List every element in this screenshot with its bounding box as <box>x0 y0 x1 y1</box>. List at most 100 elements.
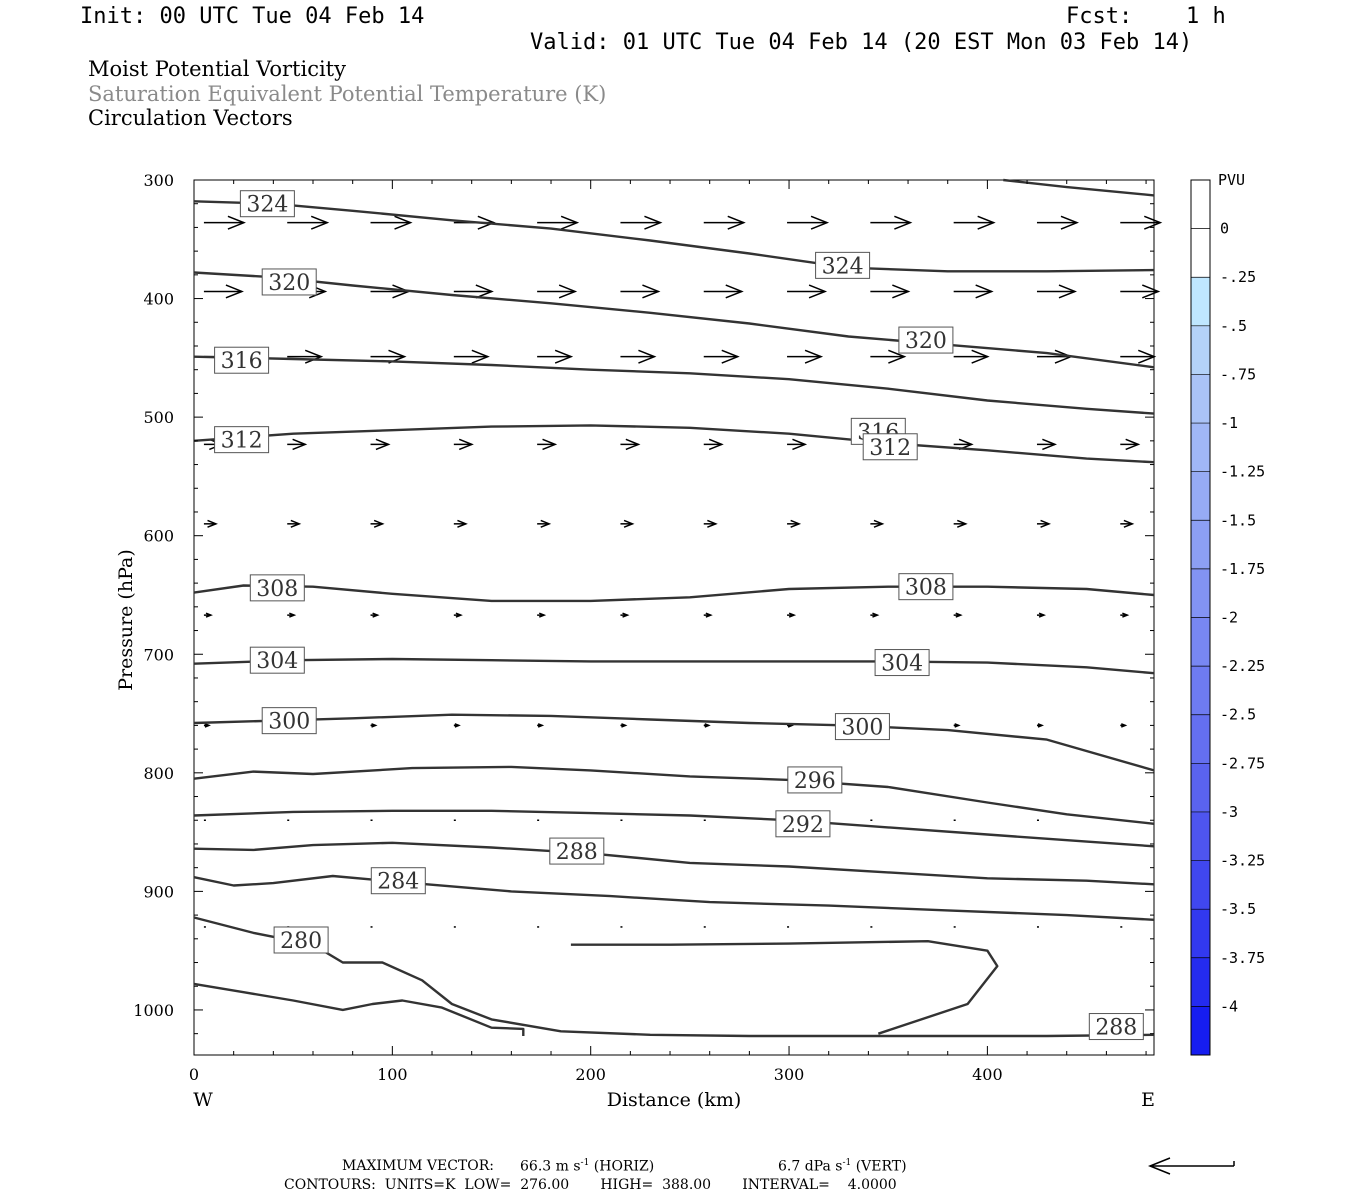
y-tick-label: 500 <box>143 408 174 427</box>
vector-head <box>310 215 330 230</box>
contour-label-box <box>874 649 930 677</box>
contour-label: 296 <box>794 769 836 794</box>
vector-head <box>1040 519 1051 528</box>
contour-300 <box>193 713 1155 772</box>
vector-head <box>471 349 490 364</box>
vector-head <box>1125 438 1141 451</box>
y-tick-label: 400 <box>143 290 174 309</box>
colorbar-label: -.75 <box>1220 365 1256 383</box>
vector-head <box>475 284 494 299</box>
contour-292 <box>193 809 1155 848</box>
colorbar-label: -1.25 <box>1220 463 1265 481</box>
contour-label: 288 <box>556 840 598 865</box>
x-tick-label: 0 <box>189 1065 199 1084</box>
vector-head <box>554 349 574 364</box>
vector-head <box>225 284 244 299</box>
colorbar-swatch <box>1191 423 1210 472</box>
contour-label: 324 <box>822 254 864 279</box>
vector-layer <box>203 215 1163 928</box>
contour-label: 320 <box>905 329 947 354</box>
vector-head <box>808 284 828 299</box>
vector-head <box>708 438 724 451</box>
colorbar-swatch <box>1191 228 1210 278</box>
contour-284 <box>193 874 1155 921</box>
vector-head <box>371 723 378 728</box>
vector-head <box>1042 438 1057 451</box>
contour-label-box <box>370 867 426 895</box>
colorbar-swatch <box>1191 325 1210 375</box>
east-label: E <box>1141 1089 1155 1111</box>
contour-label-box <box>815 251 871 279</box>
axes-layer: 300 400 500 600 700 800 900 1000 0 100 200 300 400 <box>133 171 1154 1084</box>
vector-head <box>638 349 657 364</box>
contour-316 <box>193 355 1155 415</box>
contour-label-box <box>1088 1013 1144 1041</box>
colorbar-swatch <box>1191 374 1210 424</box>
colorbar-swatch <box>1191 666 1210 715</box>
vector-head <box>971 349 990 364</box>
y-axis-label: Pressure (hPa) <box>115 549 137 691</box>
contour-label-box <box>214 426 270 454</box>
vector-head <box>622 612 630 618</box>
vector-head <box>1142 284 1161 299</box>
vector-head <box>955 612 963 618</box>
vector-head <box>954 723 961 728</box>
vector-head <box>304 349 324 364</box>
vector-head <box>204 723 211 728</box>
contour-label: 284 <box>377 870 419 895</box>
colorbar-swatch <box>1191 811 1210 861</box>
vector-head <box>725 284 744 299</box>
colorbar-label: 0 <box>1220 220 1229 238</box>
contour-label-box <box>862 433 918 461</box>
init-time: Init: 00 UTC Tue 04 Feb 14 <box>80 4 425 29</box>
vector-head <box>1060 215 1079 230</box>
vector-head <box>977 215 996 230</box>
vector-head <box>1058 284 1077 299</box>
contour-label: 304 <box>881 652 923 677</box>
vector-head <box>1122 612 1130 618</box>
colorbar-label: -3.25 <box>1220 852 1265 870</box>
vector-head <box>394 215 413 230</box>
contour-label-box <box>898 573 954 601</box>
colorbar-label: -.5 <box>1220 317 1247 335</box>
vector-head <box>872 612 880 618</box>
contour-label: 292 <box>782 813 824 838</box>
colorbar-label: -4 <box>1220 997 1238 1015</box>
contour-label: 300 <box>268 710 310 735</box>
colorbar: 0 -.25 -.5 -.75 -1 -1.25 -1.5 -1.75 -2 -2.25 -2.5 -… <box>1190 171 1265 1056</box>
vector-head <box>227 215 246 230</box>
vector-head <box>373 519 385 528</box>
reference-arrowhead <box>1147 1157 1171 1175</box>
vector-head <box>873 519 885 528</box>
contour-296 <box>193 765 1155 825</box>
vector-head <box>540 519 552 528</box>
contour-label-box <box>214 346 270 374</box>
vector-head <box>560 215 580 230</box>
colorbar-swatch <box>1191 277 1210 326</box>
vector-head <box>892 284 911 299</box>
vector-head <box>792 438 808 451</box>
contour-label-box <box>261 268 317 296</box>
contour-label: 308 <box>256 577 298 602</box>
colorbar-swatch <box>1191 471 1210 521</box>
vector-head <box>888 349 907 364</box>
contour-layer <box>193 178 1155 1038</box>
contour-label: 300 <box>841 716 883 741</box>
vector-head <box>455 612 463 618</box>
vector-head <box>558 284 578 299</box>
contour-label: 288 <box>1095 1016 1137 1041</box>
contour-304 <box>193 657 1155 675</box>
vector-head <box>623 519 635 528</box>
contour-label: 308 <box>905 576 947 601</box>
colorbar-label: -1 <box>1220 414 1238 432</box>
vector-head <box>1038 612 1046 618</box>
colorbar-label: -3.75 <box>1220 949 1265 967</box>
vector-head <box>810 215 830 230</box>
contour-label-box <box>787 766 843 794</box>
y-tick-label: 700 <box>143 645 174 664</box>
contour-label-box <box>775 810 831 838</box>
vector-head <box>375 438 391 451</box>
contour-288 <box>570 940 999 1035</box>
